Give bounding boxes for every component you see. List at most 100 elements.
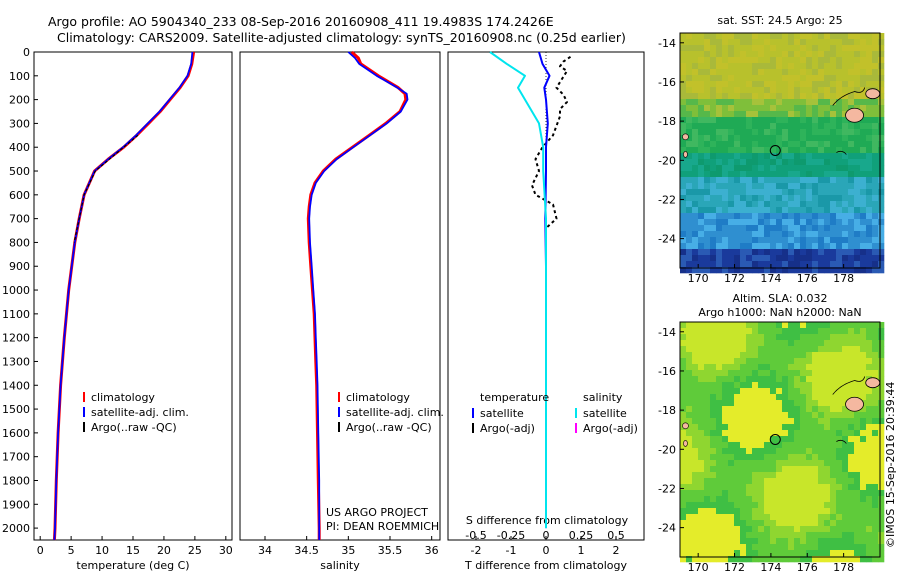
sst-map-cell: [764, 267, 771, 274]
sla-map-cell: [812, 400, 819, 407]
sst-map-cell: [764, 177, 771, 184]
sla-map-cell: [704, 370, 711, 377]
sst-map-cell: [842, 267, 849, 274]
sst-map-cell: [866, 135, 873, 142]
sla-map-cell: [734, 430, 741, 437]
sst-map-cell: [680, 171, 687, 178]
sst-map-cell: [842, 123, 849, 130]
sla-map-cell: [878, 550, 885, 557]
sst-map-cell: [848, 105, 855, 112]
sla-map-cell: [812, 352, 819, 359]
temperature-ytick-label: 0: [23, 46, 30, 59]
sla-map-cell: [686, 442, 693, 449]
sla-map-cell: [812, 340, 819, 347]
sst-map-cell: [704, 255, 711, 262]
sst-map-cell: [818, 255, 825, 262]
sla-map-cell: [758, 364, 765, 371]
temperature-ytick-label: 900: [9, 260, 30, 273]
sla-map-cell: [818, 466, 825, 473]
sla-map-cell: [782, 322, 789, 329]
sla-map-cell: [830, 352, 837, 359]
sla-map-cell: [836, 322, 843, 329]
sla-map-cell: [818, 358, 825, 365]
salinity-xlabel: salinity: [320, 559, 360, 572]
sla-map-cell: [860, 406, 867, 413]
sla-map-cell: [764, 412, 771, 419]
sla-map-cell: [866, 436, 873, 443]
sst-map-cell: [698, 75, 705, 82]
sla-map-cell: [686, 436, 693, 443]
sla-map-cell: [866, 484, 873, 491]
sla-map-cell: [782, 346, 789, 353]
sst-map-cell: [770, 183, 777, 190]
sla-map-cell: [854, 526, 861, 533]
sla-map-cell: [818, 490, 825, 497]
sst-map-cell: [716, 45, 723, 52]
temp-diff-legend-label: satellite: [480, 407, 524, 420]
sst-map-cell: [710, 123, 717, 130]
sst-map-cell: [782, 147, 789, 154]
sst-map-cell: [752, 33, 759, 40]
sla-map-cell: [740, 484, 747, 491]
sst-map-cell: [866, 63, 873, 70]
sst-map-cell: [770, 189, 777, 196]
sst-map-cell: [680, 123, 687, 130]
sla-map-cell: [764, 388, 771, 395]
sla-map-xtick-label: 176: [797, 561, 818, 574]
sla-map-cell: [794, 448, 801, 455]
sla-map-cell: [860, 382, 867, 389]
sla-map-cell: [878, 370, 885, 377]
sla-map-cell: [722, 478, 729, 485]
sla-map-cell: [836, 352, 843, 359]
sst-map-cell: [752, 213, 759, 220]
sst-map-cell: [830, 219, 837, 226]
sla-map-cell: [794, 442, 801, 449]
sst-map-cell: [794, 153, 801, 160]
sst-map-cell: [734, 267, 741, 274]
sla-map-cell: [722, 556, 729, 563]
sst-map-cell: [878, 45, 885, 52]
sla-map-cell: [782, 556, 789, 563]
sst-map-cell: [872, 51, 879, 58]
sla-map-cell: [770, 454, 777, 461]
sla-map-cell: [818, 472, 825, 479]
sst-map-cell: [872, 189, 879, 196]
sla-map-cell: [842, 352, 849, 359]
sst-map-cell: [788, 93, 795, 100]
sst-map-cell: [866, 117, 873, 124]
sla-map-cell: [782, 448, 789, 455]
sla-map-cell: [752, 454, 759, 461]
sla-map-cell: [860, 358, 867, 365]
sst-map-cell: [872, 147, 879, 154]
sla-map-cell: [806, 334, 813, 341]
sla-map-cell: [860, 514, 867, 521]
sst-map-cell: [716, 225, 723, 232]
sla-map-cell: [740, 382, 747, 389]
sst-map-cell: [800, 261, 807, 268]
sst-map-cell: [716, 231, 723, 238]
sla-map-cell: [698, 382, 705, 389]
sla-map-cell: [722, 370, 729, 377]
sst-map-cell: [776, 213, 783, 220]
sst-map-cell: [710, 261, 717, 268]
sst-map-cell: [836, 51, 843, 58]
sla-map-cell: [878, 466, 885, 473]
sla-map-cell: [878, 364, 885, 371]
sla-map-cell: [752, 352, 759, 359]
sla-map-cell: [776, 364, 783, 371]
sst-map-cell: [740, 69, 747, 76]
sla-map-cell: [716, 328, 723, 335]
sst-map-cell: [878, 153, 885, 160]
sla-map-cell: [782, 544, 789, 551]
sla-map-cell: [806, 466, 813, 473]
sla-map-cell: [728, 466, 735, 473]
sst-map-cell: [824, 147, 831, 154]
sst-map-cell: [872, 75, 879, 82]
sst-map-cell: [830, 171, 837, 178]
sst-map-cell: [722, 219, 729, 226]
sst-map-cell: [722, 81, 729, 88]
sst-map-cell: [866, 177, 873, 184]
sst-map-cell: [872, 63, 879, 70]
sla-map-island-fiji: [845, 396, 864, 412]
sla-map-cell: [764, 382, 771, 389]
